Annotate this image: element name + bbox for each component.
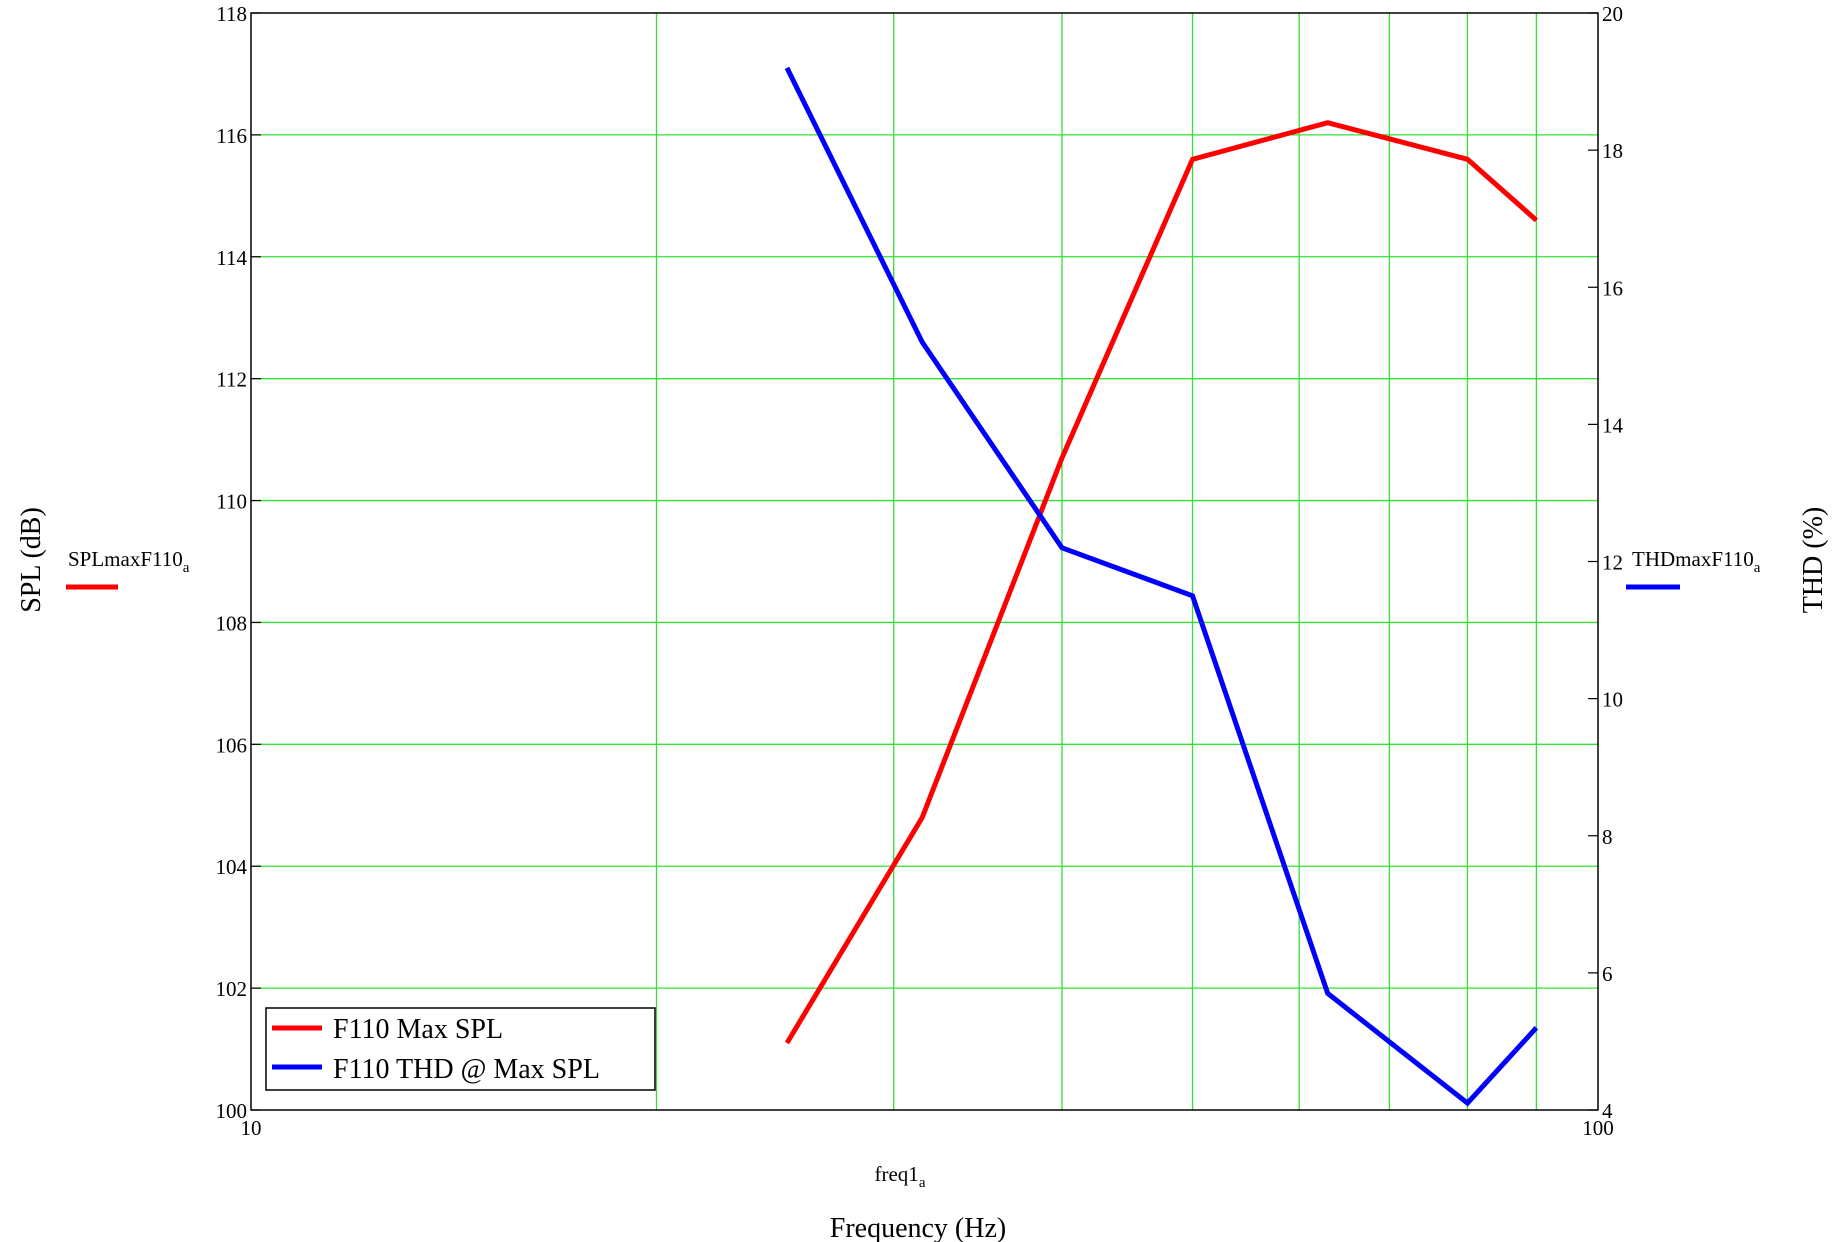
y-var-label: SPLmaxF110a [68,547,190,576]
x-axis-title: Frequency (Hz) [830,1213,1006,1242]
y-tick-label: 106 [216,733,248,757]
y-tick-label: 102 [216,977,248,1001]
y-tick-label: 108 [216,611,248,635]
y2-tick-label: 10 [1602,688,1623,712]
legend: F110 Max SPL F110 THD @ Max SPL [266,1008,655,1090]
y-tick-label: 114 [216,246,247,270]
y-axis-title: SPL (dB) [16,507,47,613]
y2-tick-label: 8 [1602,825,1613,849]
y2-tick-label: 20 [1602,2,1623,26]
y2-axis-title: THD (%) [1798,507,1829,614]
x-var-label: freq1a [875,1162,926,1191]
legend-label-thd: F110 THD @ Max SPL [333,1054,600,1085]
plot-frame [251,13,1598,1110]
y2-tick-label: 6 [1602,962,1613,986]
series-line-thd [787,68,1536,1103]
y-tick-label: 116 [216,124,247,148]
legend-label-spl: F110 Max SPL [333,1014,503,1045]
y2-tick-label: 16 [1602,276,1623,300]
y2-var-label: THDmaxF110a [1632,547,1761,576]
y-tick-label: 104 [216,855,248,879]
grid [251,13,1598,1110]
series-lines [787,68,1536,1103]
y2-tick-label: 12 [1602,551,1623,575]
y-tick-label: 118 [216,2,247,26]
y2-tick-label: 18 [1602,139,1623,163]
y2-tick-label: 14 [1602,413,1624,437]
x-tick-label: 100 [1582,1116,1614,1140]
y-tick-label: 112 [216,368,247,392]
y-tick-label: 110 [216,490,247,514]
x-tick-label: 10 [241,1116,262,1140]
ticks: 1001021041061081101121141161184681012141… [216,2,1624,1140]
